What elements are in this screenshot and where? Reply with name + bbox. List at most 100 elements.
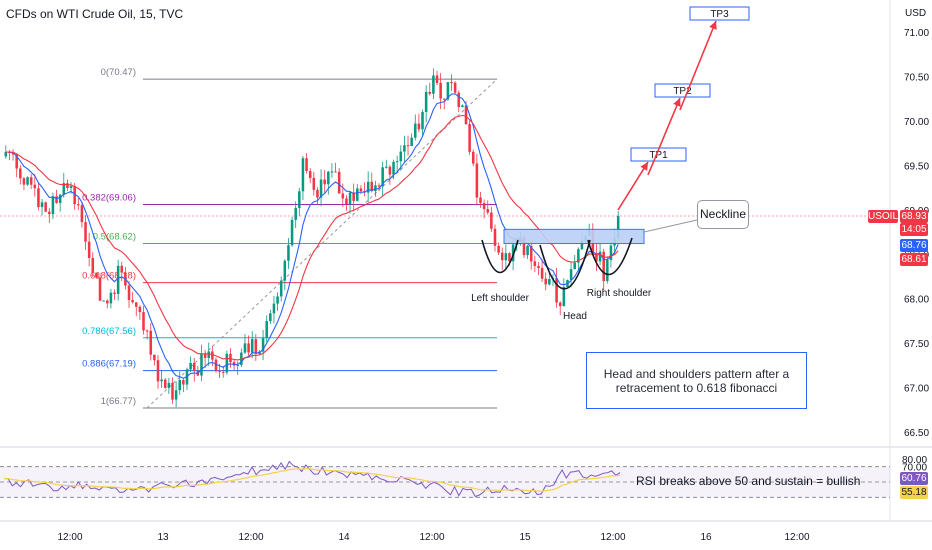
time-tick-label: 15 (519, 532, 531, 543)
candle-body (265, 321, 268, 339)
candle-body (229, 353, 232, 363)
chart-title: CFDs on WTI Crude Oil, 15, TVC (6, 7, 184, 21)
candle-body (439, 83, 442, 99)
candle-body (341, 193, 345, 199)
candle-body (468, 124, 471, 152)
candle-body (15, 154, 18, 169)
candle-body (511, 244, 515, 262)
candle-body (308, 171, 312, 178)
candle-body (421, 111, 424, 130)
callout-pointer (643, 219, 698, 233)
candle-body (200, 353, 203, 376)
candle-body (316, 189, 319, 198)
target-arrow-line (679, 20, 717, 111)
fib-level-label: 0.5(68.62) (93, 232, 136, 243)
neckline-callout[interactable]: Neckline (697, 200, 749, 229)
candle-body (33, 184, 37, 189)
candle-body (606, 260, 609, 282)
candle-body (334, 171, 337, 173)
candle-body (548, 279, 551, 285)
fib-level-label: 0.382(69.06) (82, 192, 136, 203)
candle-body (414, 123, 417, 138)
time-tick-label: 13 (157, 532, 169, 543)
candle-body (319, 179, 323, 198)
currency-label: USD (905, 8, 926, 19)
ema-slow-line (5, 114, 619, 361)
candle-body (294, 207, 297, 220)
time-tick-label: 12:00 (57, 532, 82, 543)
candle-body (392, 161, 395, 175)
candle-body (395, 161, 399, 163)
right-shoulder-arc (587, 237, 633, 276)
candle-body (479, 197, 482, 204)
candle-body (410, 137, 413, 147)
candle-body (327, 171, 330, 185)
candle-body (236, 364, 239, 366)
candle-body (44, 202, 47, 212)
candle-body (218, 370, 221, 372)
candle-body (374, 185, 377, 192)
candle-body (98, 277, 102, 301)
candle-body (359, 188, 363, 192)
candle-body (471, 151, 475, 164)
candle-body (323, 179, 326, 185)
candle-body (435, 75, 439, 84)
rsi-ma-tag: 55.18 (900, 486, 928, 499)
candle-body (356, 188, 359, 201)
candle-body (261, 338, 265, 352)
symbol-tag: USOIL (868, 210, 899, 223)
candle-body (595, 253, 598, 262)
candle-body (377, 185, 381, 187)
candle-body (91, 257, 95, 273)
target-arrow-head (673, 98, 681, 107)
candle-body (142, 311, 145, 331)
candle-body (381, 167, 384, 187)
target-arrow-head (640, 162, 648, 171)
time-tick-label: 12:00 (784, 532, 809, 543)
right-shoulder-label: Right shoulder (587, 288, 652, 299)
candle-body (482, 203, 486, 210)
analysis-note[interactable]: Head and shoulders pattern after a retra… (586, 352, 807, 409)
target-box (654, 83, 711, 98)
candle-body (243, 343, 247, 353)
target-arrow-line (647, 97, 681, 176)
candle-body (540, 267, 544, 279)
ema-fast-tag: 68.76 (900, 239, 928, 252)
target-label: TP1 (649, 150, 668, 161)
candle-body (62, 183, 66, 195)
price-tick-label: 71.00 (904, 28, 929, 39)
rsi-value-tag: 60.76 (900, 472, 928, 485)
candle-body (348, 192, 352, 204)
ema-slow-tag: 68.61 (900, 253, 928, 266)
time-tick-label: 14 (338, 532, 350, 543)
candle-body (602, 251, 605, 282)
fib-level-label: 0.886(67.19) (82, 359, 136, 370)
candle-body (109, 292, 113, 304)
candle-body (403, 145, 406, 152)
price-tick-label: 68.00 (904, 295, 929, 306)
candle-body (298, 191, 301, 208)
candle-body (163, 379, 167, 388)
candle-body (432, 75, 435, 94)
left-shoulder-label: Left shoulder (471, 293, 529, 304)
candle-body (388, 166, 392, 175)
candle-body (221, 371, 225, 373)
candle-body (95, 272, 98, 278)
candle-body (287, 245, 290, 261)
candle-body (102, 300, 105, 302)
candle-body (55, 196, 58, 203)
candle-body (337, 171, 341, 194)
time-tick-label: 12:00 (238, 532, 263, 543)
neckline-zone (503, 228, 645, 245)
candle-body (19, 168, 22, 179)
candle-body (562, 286, 566, 307)
candle-body (207, 351, 210, 358)
candle-body (312, 177, 316, 190)
target-box (689, 6, 750, 21)
candle-body (464, 105, 468, 125)
candle-body (370, 181, 374, 192)
price-tick-label: 66.50 (904, 428, 929, 439)
candle-body (29, 177, 33, 185)
